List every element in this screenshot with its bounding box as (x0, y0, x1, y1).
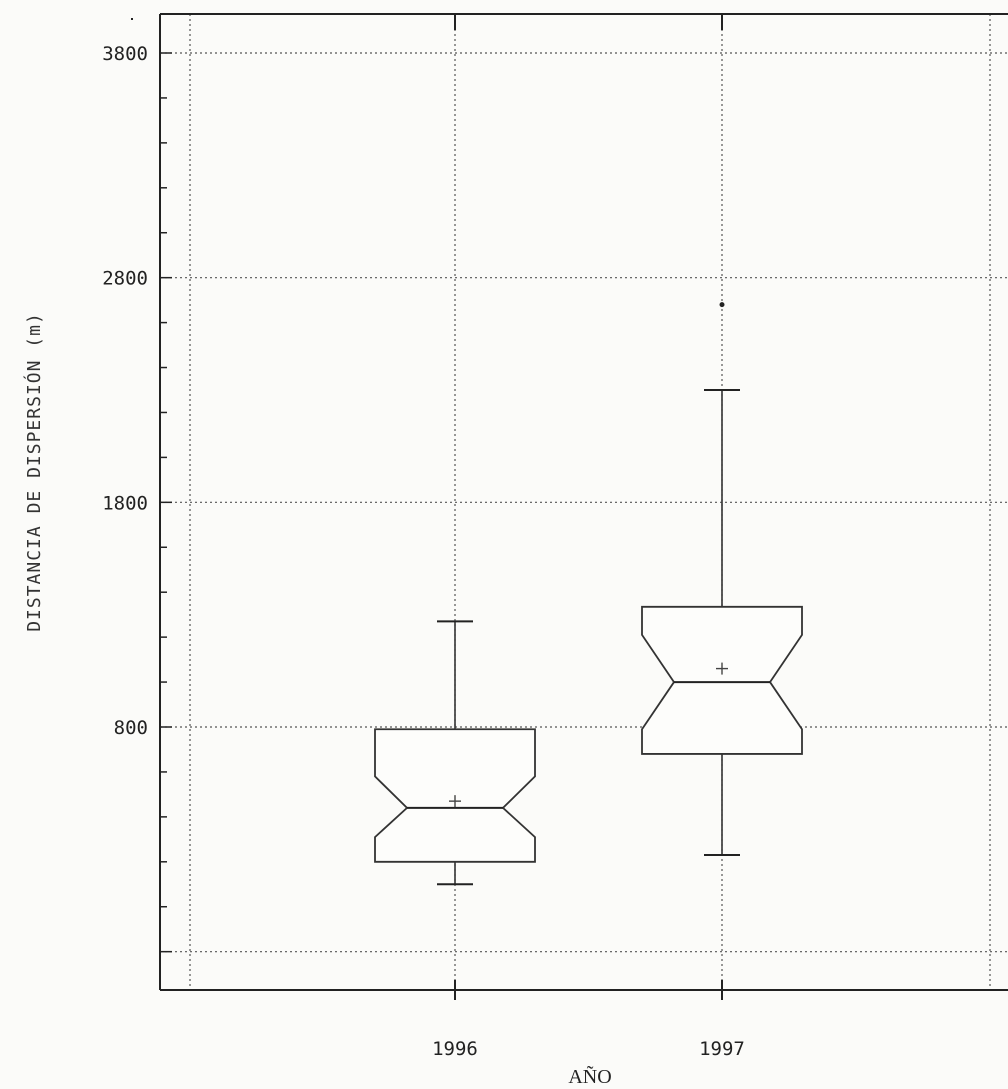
tick-labels: 3800 2800 1800 800 1996 1997 (102, 43, 745, 1060)
y-tick-label: 3800 (102, 43, 148, 65)
boxes-layer (374, 302, 803, 886)
box-1997 (641, 302, 803, 857)
grid-layer (160, 14, 1008, 990)
box-1996 (374, 620, 536, 886)
x-tick-label: 1997 (699, 1038, 745, 1060)
notched-box (641, 605, 803, 755)
x-axis-title: AÑO (568, 1064, 611, 1088)
y-tick-label: 800 (114, 717, 148, 739)
outlier-point (719, 302, 725, 308)
axis-ticks (160, 14, 723, 1000)
y-tick-label: 2800 (102, 268, 148, 290)
y-tick-label: 1800 (102, 492, 148, 514)
x-tick-label: 1996 (432, 1038, 478, 1060)
y-axis-title: DISTANCIA DE DISPERSIÓN (m) (23, 312, 45, 632)
